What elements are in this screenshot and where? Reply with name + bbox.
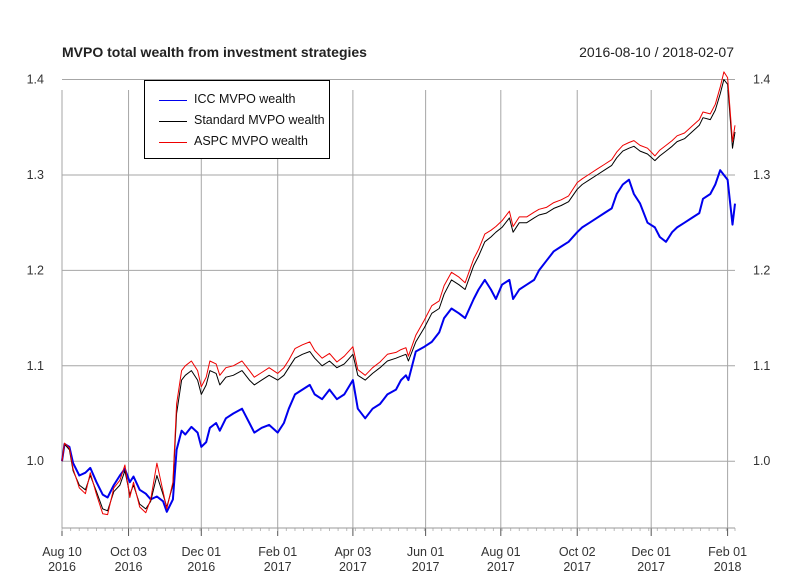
series-line-icc: [61, 169, 736, 513]
x-tick-label-month: Oct 02: [559, 545, 596, 559]
legend-item-aspc: ASPC MVPO wealth: [145, 133, 329, 151]
x-tick-label-month: Feb 01: [258, 545, 297, 559]
x-tick-label-month: Dec 01: [181, 545, 221, 559]
x-tick-label-month: Apr 03: [334, 545, 371, 559]
chart-legend: ICC MVPO wealth Standard MVPO wealth ASP…: [144, 80, 330, 159]
legend-swatch-standard: [159, 121, 187, 122]
y-tick-label-left: 1.0: [27, 454, 44, 468]
chart-title: MVPO total wealth from investment strate…: [62, 44, 367, 60]
y-tick-label-right: 1.3: [753, 168, 770, 182]
series-line-standard: [61, 79, 736, 512]
chart-date-range: 2016-08-10 / 2018-02-07: [579, 44, 734, 60]
x-tick-label-month: Feb 01: [708, 545, 747, 559]
y-tick-label-left: 1.2: [27, 263, 44, 277]
legend-label-icc: ICC MVPO wealth: [194, 92, 296, 106]
x-tick-label-year: 2017: [637, 560, 665, 574]
y-tick-label-right: 1.4: [753, 73, 770, 87]
x-tick-label-year: 2018: [714, 560, 742, 574]
legend-swatch-aspc: [159, 142, 187, 143]
x-tick-label-month: Oct 03: [110, 545, 147, 559]
x-tick-label-month: Aug 01: [481, 545, 521, 559]
y-tick-label-right: 1.0: [753, 454, 770, 468]
legend-label-standard: Standard MVPO wealth: [194, 113, 325, 127]
x-tick-label-year: 2016: [187, 560, 215, 574]
y-tick-label-right: 1.2: [753, 263, 770, 277]
x-tick-label-year: 2017: [487, 560, 515, 574]
x-tick-label-year: 2017: [264, 560, 292, 574]
y-tick-label-left: 1.3: [27, 168, 44, 182]
legend-label-aspc: ASPC MVPO wealth: [194, 134, 308, 148]
y-tick-label-left: 1.4: [27, 73, 44, 87]
y-tick-label-left: 1.1: [27, 359, 44, 373]
y-tick-label-right: 1.1: [753, 359, 770, 373]
x-tick-label-month: Jun 01: [407, 545, 445, 559]
x-tick-label-year: 2016: [115, 560, 143, 574]
x-tick-label-year: 2017: [563, 560, 591, 574]
legend-swatch-icc: [159, 100, 187, 101]
x-tick-label-month: Dec 01: [631, 545, 671, 559]
x-tick-label-year: 2017: [339, 560, 367, 574]
series-line-aspc: [61, 71, 736, 516]
legend-item-icc: ICC MVPO wealth: [145, 91, 329, 109]
x-tick-label-month: Aug 10: [42, 545, 82, 559]
x-tick-label-year: 2016: [48, 560, 76, 574]
legend-item-standard: Standard MVPO wealth: [145, 112, 329, 130]
x-tick-label-year: 2017: [412, 560, 440, 574]
